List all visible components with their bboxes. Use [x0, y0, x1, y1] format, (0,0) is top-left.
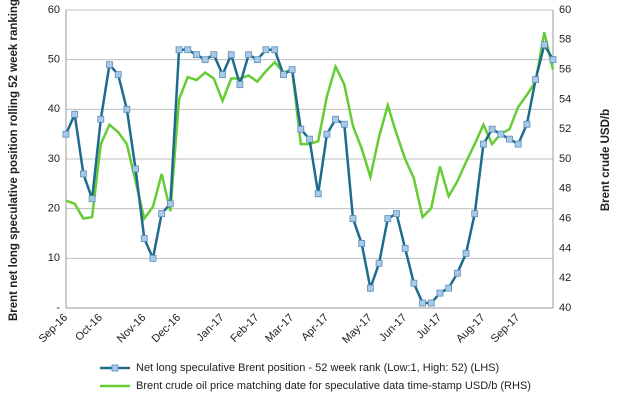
series-marker	[123, 105, 131, 113]
series-marker	[184, 46, 192, 54]
series-marker	[532, 76, 540, 83]
series-marker	[549, 56, 557, 64]
series-marker	[366, 284, 374, 292]
y2-tick-label: 44	[559, 242, 571, 254]
y2-tick-label: 60	[559, 4, 571, 16]
series-marker	[97, 115, 105, 123]
series-marker	[158, 210, 166, 218]
y-tick-label: 20	[48, 203, 60, 215]
series-marker	[79, 170, 87, 178]
x-tick-label: Apr-17	[299, 312, 331, 344]
series-marker	[453, 269, 461, 277]
series-marker	[384, 215, 392, 223]
series-marker	[88, 195, 96, 203]
series-marker	[358, 240, 366, 247]
x-tick-label: Oct-16	[73, 312, 105, 344]
y-tick-label: 50	[48, 54, 60, 66]
y2-tick-label: 54	[559, 93, 571, 105]
y2-tick-label: 48	[559, 183, 571, 195]
series-marker	[175, 46, 183, 54]
legend-label: Net long speculative Brent position - 52…	[136, 362, 499, 374]
series-marker	[410, 279, 418, 287]
y2-tick-label: 58	[559, 34, 571, 46]
series-marker	[332, 115, 339, 123]
series-marker	[323, 130, 331, 138]
x-tick-label: Feb-17	[228, 312, 261, 345]
x-tick-label: Dec-16	[150, 312, 184, 346]
series-marker	[506, 135, 513, 143]
series-marker	[210, 51, 218, 59]
series-marker	[523, 120, 531, 128]
x-tick-label: Aug-17	[454, 312, 488, 346]
series-marker	[166, 200, 174, 208]
x-tick-label: Mar-17	[263, 312, 296, 345]
series-marker	[497, 130, 505, 138]
y2-tick-label: 56	[559, 64, 571, 76]
series-marker	[193, 51, 200, 59]
series-marker	[340, 120, 348, 128]
x-tick-label: Jul-17	[414, 312, 444, 342]
x-tick-label: May-17	[340, 312, 374, 346]
series-marker	[462, 249, 470, 257]
series-marker	[71, 110, 79, 118]
series-marker	[480, 140, 487, 148]
y2-tick-label: 42	[559, 272, 571, 284]
legend-label: Brent crude oil price matching date for …	[136, 380, 531, 392]
series-line	[64, 41, 555, 305]
series-marker	[140, 235, 148, 242]
y2-tick-label: 52	[559, 123, 571, 135]
y-tick-label: 10	[48, 252, 60, 264]
series-marker	[114, 71, 122, 78]
y-tick-label: -	[56, 302, 60, 314]
series-marker	[132, 165, 139, 173]
series-marker	[288, 66, 296, 73]
series-marker	[271, 46, 279, 54]
series-marker	[253, 56, 261, 64]
x-tick-label: Jun-17	[377, 312, 409, 344]
y2-tick-label: 46	[559, 213, 571, 225]
series-marker	[445, 284, 453, 292]
legend-marker	[111, 364, 119, 372]
series-marker	[393, 210, 400, 218]
series-marker	[436, 289, 444, 297]
series-marker	[62, 130, 70, 138]
series-marker	[401, 244, 409, 252]
y-tick-label: 30	[48, 153, 60, 165]
series-marker	[219, 71, 226, 78]
series-marker	[419, 299, 426, 307]
series-marker	[427, 299, 435, 307]
series-marker	[106, 61, 113, 69]
series-marker	[306, 135, 313, 143]
x-tick-label: Jan-17	[194, 312, 226, 344]
x-tick-label: Sep-17	[489, 312, 523, 346]
series-marker	[297, 125, 305, 133]
series-marker	[471, 210, 479, 218]
y2-tick-label: 50	[559, 153, 571, 165]
series-marker	[262, 46, 270, 54]
series-marker	[314, 190, 322, 198]
series-marker	[227, 51, 235, 59]
x-tick-label: Sep-16	[37, 312, 71, 346]
series-marker	[514, 140, 522, 148]
y-axis-title: Brent net long speculative position roll…	[8, 0, 20, 321]
series-marker	[280, 71, 287, 78]
x-tick-label: Nov-16	[115, 312, 149, 346]
series-marker	[540, 41, 548, 49]
series-marker	[245, 51, 253, 59]
series-marker	[375, 259, 383, 267]
y-tick-label: 40	[48, 103, 60, 115]
y-tick-label: 60	[48, 4, 60, 16]
y2-tick-label: 40	[559, 302, 571, 314]
series-marker	[488, 125, 496, 133]
y2-axis-title: Brent crude USD/b	[600, 109, 612, 211]
series-marker	[349, 215, 357, 223]
series-marker	[201, 56, 209, 64]
series-marker	[236, 81, 244, 88]
series-marker	[149, 254, 157, 262]
